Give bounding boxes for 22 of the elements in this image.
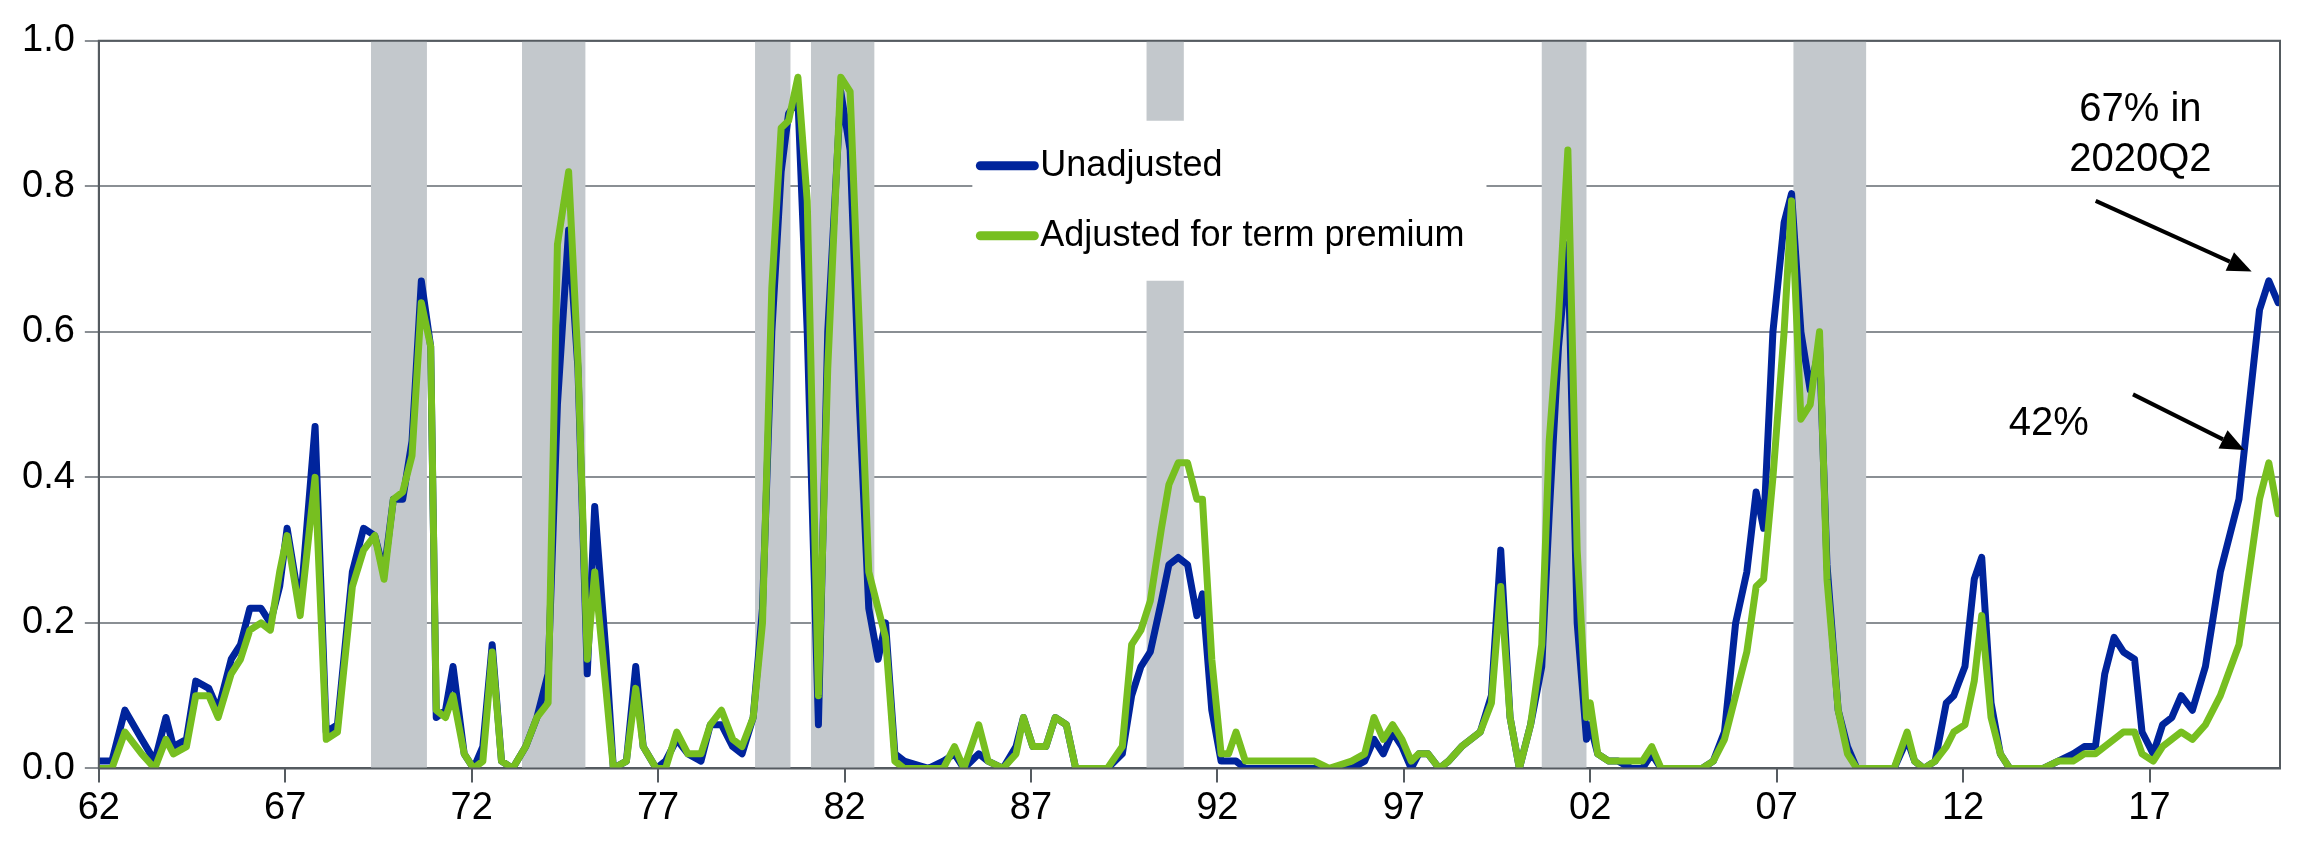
x-tick-label: 82 bbox=[823, 784, 866, 827]
y-tick-label: 0.4 bbox=[22, 453, 75, 496]
legend-label: Adjusted for term premium bbox=[1040, 212, 1465, 254]
x-tick-label: 12 bbox=[1941, 784, 1985, 827]
y-tick-label: 0.0 bbox=[22, 744, 75, 787]
x-tick-label: 92 bbox=[1196, 784, 1239, 827]
x-tick-label: 62 bbox=[77, 784, 120, 827]
x-tick-label: 87 bbox=[1009, 784, 1053, 827]
annotation: 42% bbox=[2008, 398, 2089, 443]
x-tick-label: 67 bbox=[264, 784, 307, 827]
x-tick-label: 17 bbox=[2128, 784, 2171, 827]
annotation: 67% in 2020Q2 bbox=[2069, 84, 2212, 179]
y-tick-label: 0.2 bbox=[22, 599, 75, 642]
x-tick-label: 72 bbox=[450, 784, 493, 827]
x-tick-label: 97 bbox=[1382, 784, 1425, 827]
x-tick-label: 77 bbox=[636, 784, 680, 827]
legend-label: Unadjusted bbox=[1040, 142, 1223, 184]
x-tick-label: 02 bbox=[1569, 784, 1612, 827]
y-tick-label: 0.6 bbox=[22, 308, 75, 351]
x-tick-label: 07 bbox=[1755, 784, 1798, 827]
y-tick-label: 1.0 bbox=[22, 17, 75, 60]
y-tick-label: 0.8 bbox=[22, 162, 75, 205]
